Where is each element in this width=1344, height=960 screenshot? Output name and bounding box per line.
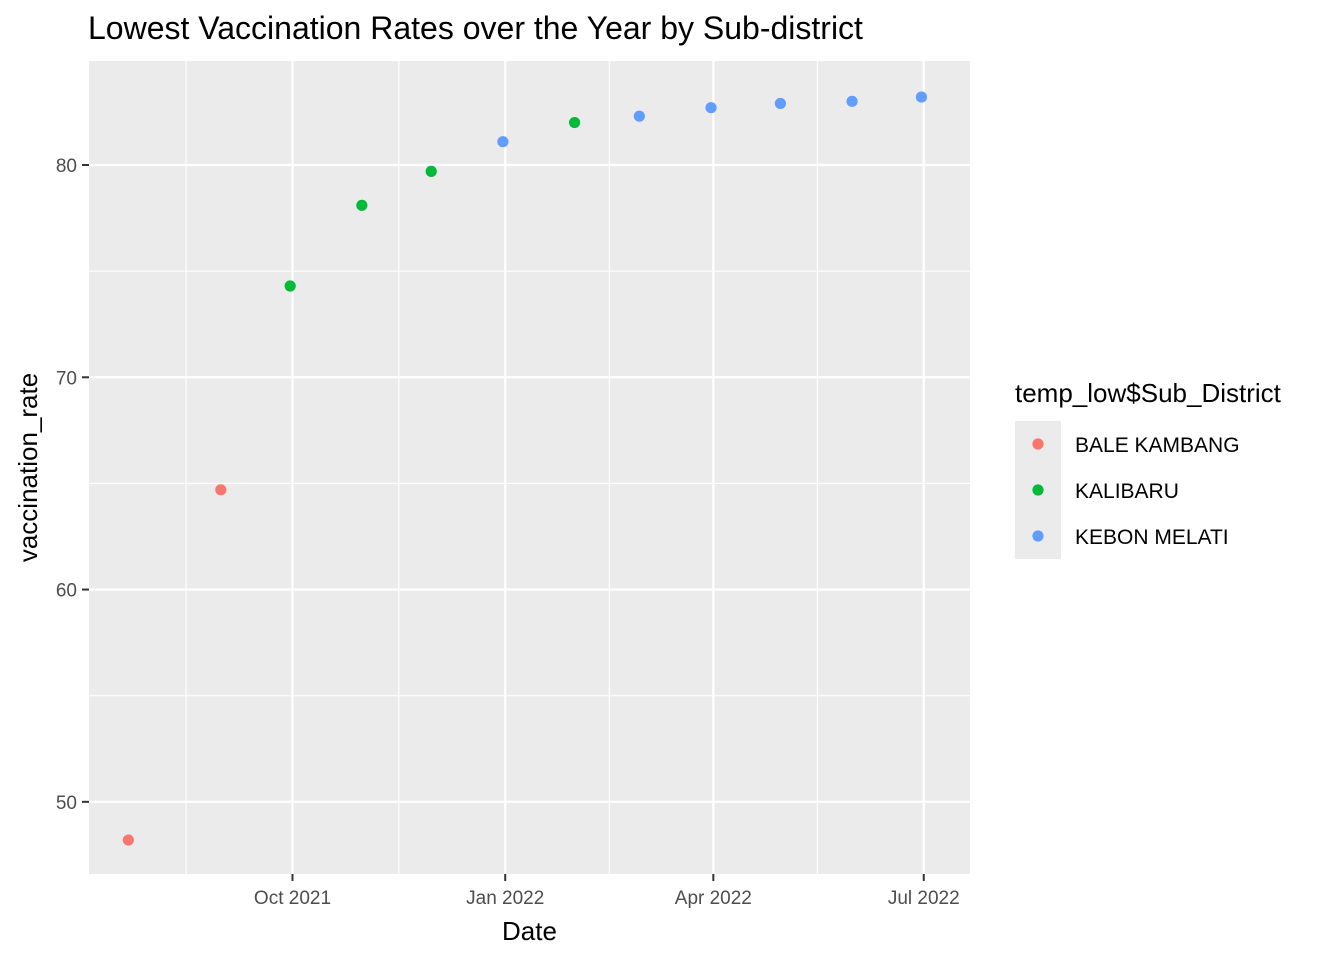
data-point	[122, 834, 134, 846]
y-tick-label: 60	[56, 581, 77, 602]
y-axis-title: vaccination_rate	[13, 373, 43, 562]
data-point	[568, 116, 581, 129]
data-point	[215, 484, 227, 496]
data-point	[284, 280, 296, 292]
data-point	[356, 199, 368, 211]
legend-items: BALE KAMBANG KALIBARU KEBON MELATI	[1015, 421, 1240, 559]
x-axis-title: Date	[502, 916, 557, 946]
data-point	[633, 110, 645, 122]
legend: temp_low$Sub_District BALE KAMBANG KALIBA…	[1015, 378, 1282, 559]
data-point	[705, 102, 717, 114]
chart-title: Lowest Vaccination Rates over the Year b…	[88, 10, 863, 46]
legend-label: KEBON MELATI	[1075, 526, 1229, 549]
y-axis: 50 60 70 80	[56, 156, 89, 814]
legend-key	[1032, 438, 1044, 450]
grid-major	[89, 61, 970, 874]
data-points	[122, 91, 928, 846]
x-axis: Oct 2021 Jan 2022 Apr 2022 Jul 2022	[254, 874, 960, 909]
legend-label: BALE KAMBANG	[1075, 434, 1240, 457]
legend-label: KALIBARU	[1075, 480, 1179, 503]
grid-minor	[89, 61, 970, 874]
y-tick-label: 50	[56, 793, 77, 814]
y-tick-label: 80	[56, 156, 77, 177]
x-tick-label: Apr 2022	[675, 888, 752, 909]
data-point	[846, 95, 858, 107]
data-point	[425, 165, 437, 177]
x-tick-label: Oct 2021	[254, 888, 331, 909]
legend-key	[1032, 530, 1044, 542]
plot-panel	[89, 61, 970, 874]
data-point	[915, 91, 928, 103]
x-tick-label: Jul 2022	[888, 888, 960, 909]
legend-title: temp_low$Sub_District	[1015, 378, 1282, 408]
data-point	[774, 97, 786, 110]
legend-key	[1032, 484, 1044, 496]
y-tick-label: 70	[56, 368, 77, 389]
x-tick-label: Jan 2022	[466, 888, 544, 909]
data-point	[497, 136, 509, 148]
